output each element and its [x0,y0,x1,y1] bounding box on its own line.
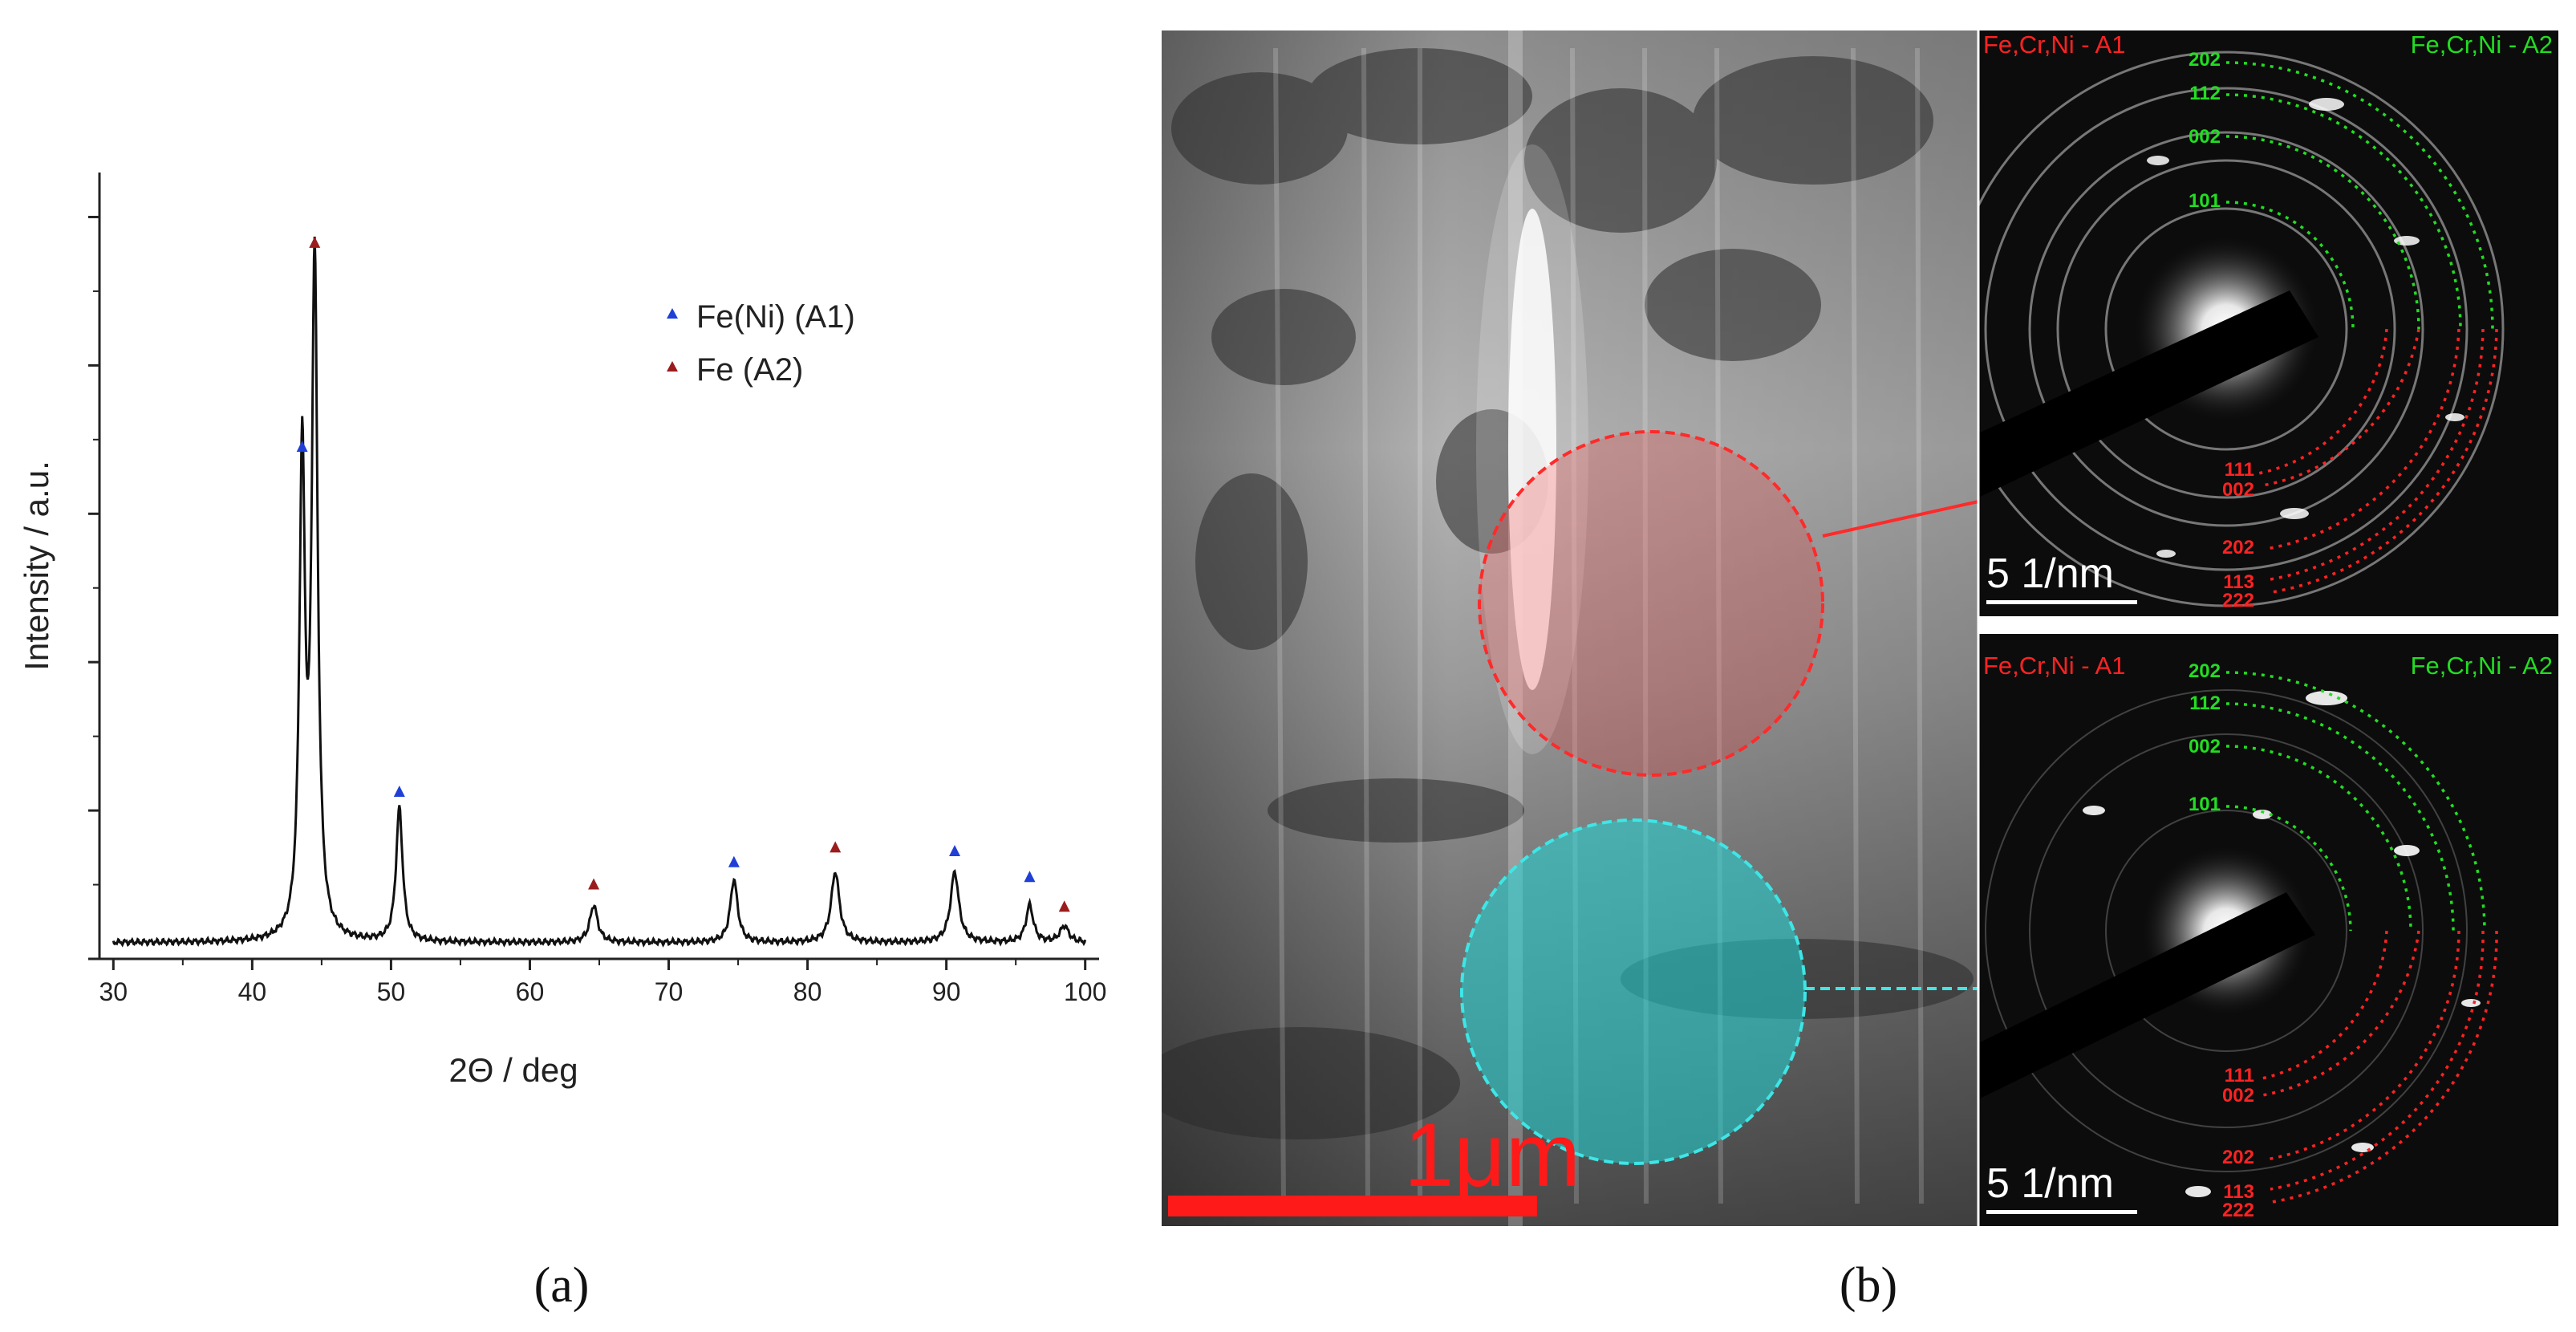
x-tick-label: 100 [1064,977,1106,1006]
saed-bottom-phase-a2: Fe,Cr,Ni - A2 [2411,652,2553,680]
peak-marker-a2 [1058,900,1070,912]
peak-marker-a1 [1024,871,1036,883]
saed-top-idx-113r: 113 [2223,571,2254,593]
caption-a: (a) [534,1258,590,1313]
red-connector-line [1822,500,1979,538]
saed-bottom-rings [1985,689,2468,1172]
saed-bottom-green-arcs [2225,671,2486,932]
saed-bottom-idx-002g: 002 [2189,736,2221,757]
saed-top-idx-111r: 111 [2225,459,2254,481]
cyan-region-circle [1460,818,1807,1165]
panel-separator-horizontal [1978,616,2558,634]
tem-scale-bar [1168,1196,1537,1216]
xrd-pattern-line [112,236,1087,948]
peak-marker-a1 [296,441,308,453]
saed-bottom-scale-label: 5 1/nm [1986,1160,2114,1207]
x-tick-label: 50 [377,977,406,1006]
saed-top-idx-002g: 002 [2189,126,2221,148]
saed-bottom-idx-202r: 202 [2222,1147,2254,1168]
saed-bottom-red-arcs [2258,930,2498,1204]
saed-bottom-idx-113r: 113 [2223,1181,2254,1203]
saed-top-red-arcs [2258,328,2498,594]
x-tick-label: 80 [793,977,822,1006]
saed-top-idx-101g: 101 [2189,190,2221,212]
x-tick-label: 70 [655,977,684,1006]
saed-bottom-scale-bar [1986,1210,2137,1214]
panel-a: 30 40 50 60 70 80 90 100 2Θ / deg Intensity / a… [0,0,1123,1328]
legend-label-a2: Fe (A2) [696,352,803,388]
peak-marker-a2 [309,236,321,248]
x-axis-title: 2Θ / deg [448,1051,578,1089]
x-tick-label: 30 [99,977,128,1006]
x-tick-label: 40 [238,977,267,1006]
saed-top-idx-202r: 202 [2222,537,2254,558]
saed-top-phase-a1: Fe,Cr,Ni - A1 [1983,30,2125,59]
saed-bottom-idx-111r: 111 [2225,1065,2254,1086]
saed-bottom-idx-101g: 101 [2189,794,2221,815]
saed-bottom-beam-stop [1978,892,2315,1099]
tem-micrograph [1162,30,1978,1226]
peak-marker-a1 [949,844,961,856]
saed-top-idx-112g: 112 [2189,83,2221,104]
peak-marker-a2 [588,878,600,890]
caption-b: (b) [1840,1258,1897,1313]
saed-top-green-arcs [2225,61,2494,330]
saed-bottom: Fe,Cr,Ni - A1 Fe,Cr,Ni - A2 202 112 002 … [1978,634,2558,1226]
y-ticks [88,215,99,960]
y-axis-title: Intensity / a.u. [18,461,55,670]
legend-label-a1: Fe(Ni) (A1) [696,299,855,335]
x-tick-label: 60 [516,977,545,1006]
x-tick-label: 90 [932,977,961,1006]
legend: Fe(Ni) (A1) Fe (A2) [667,299,855,388]
saed-bottom-idx-202g: 202 [2189,660,2221,682]
tem-figure: 1μm [1162,30,2558,1313]
red-region-circle [1478,430,1824,777]
saed-top: Fe,Cr,Ni - A1 Fe,Cr,Ni - A2 202 112 002 … [1978,30,2558,616]
saed-bottom-idx-112g: 112 [2189,692,2221,714]
saed-top-phase-a2: Fe,Cr,Ni - A2 [2411,30,2553,59]
tem-scale-label: 1μm [1404,1105,1580,1205]
peak-marker-a1 [393,785,405,797]
legend-marker-a1 [667,308,678,319]
saed-top-idx-202g: 202 [2189,49,2221,71]
saed-top-idx-222r: 222 [2222,590,2254,611]
saed-top-beam-stop [1978,290,2318,497]
saed-top-idx-002r: 002 [2222,479,2254,501]
peak-marker-a2 [830,841,842,853]
saed-bottom-idx-222r: 222 [2222,1200,2254,1221]
saed-bottom-idx-002r: 002 [2222,1085,2254,1107]
saed-top-scale-bar [1986,600,2137,604]
saed-top-scale-label: 5 1/nm [1986,550,2114,597]
panel-b: 1μm [1155,0,2576,1328]
saed-bottom-phase-a1: Fe,Cr,Ni - A1 [1983,652,2125,680]
legend-marker-a2 [667,361,678,372]
saed-top-rings [1978,51,2505,607]
peak-markers [296,236,1070,912]
peak-marker-a1 [728,855,740,867]
xrd-chart: 30 40 50 60 70 80 90 100 2Θ / deg Intensity / a… [18,173,1106,1313]
x-ticks: 30 40 50 60 70 80 90 100 [99,959,1106,1006]
chart-axes [98,173,1099,960]
